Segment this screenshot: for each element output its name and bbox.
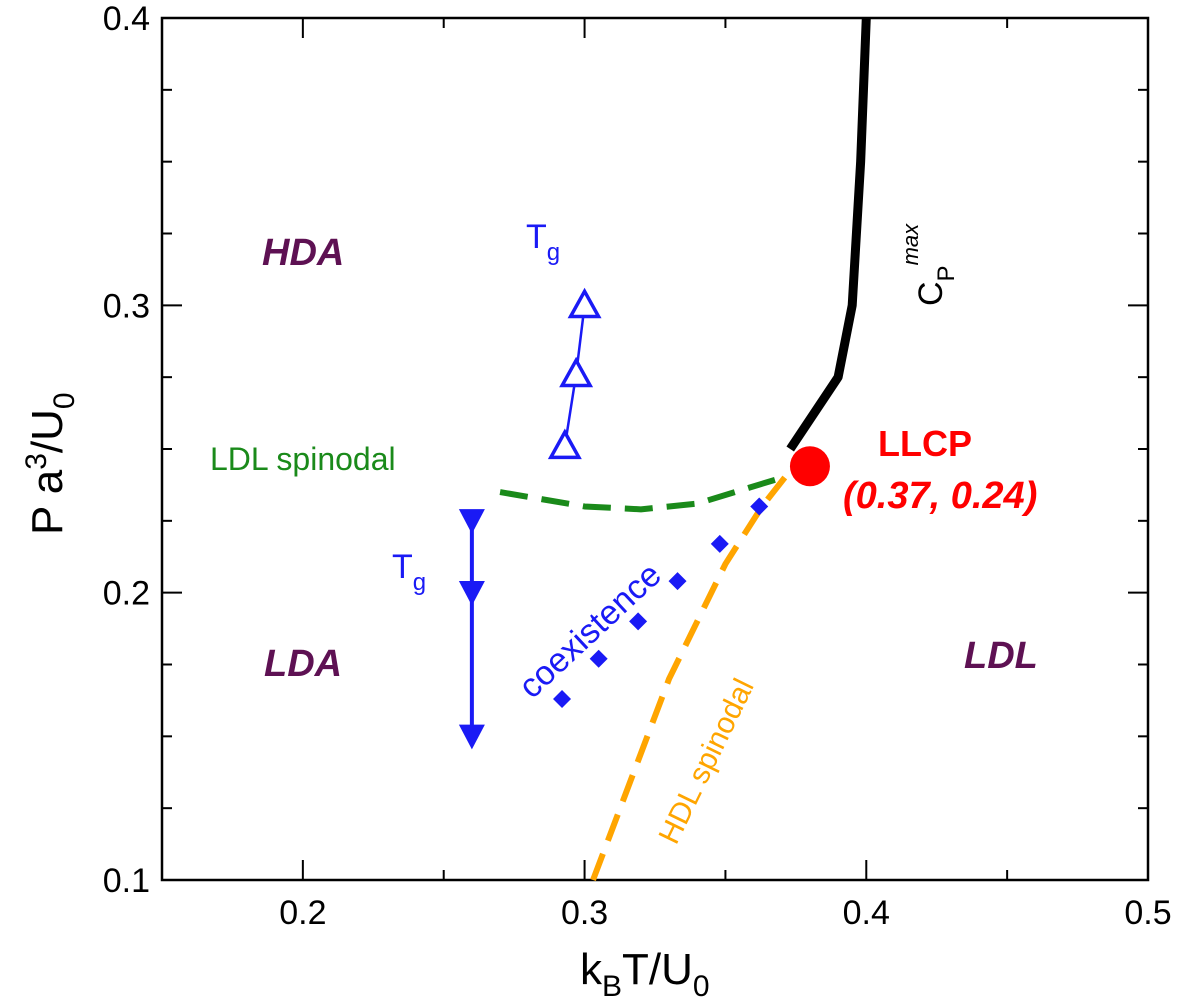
y-axis-title: P a3/U0 — [20, 392, 81, 535]
llcp-coords-label: (0.37, 0.24) — [843, 475, 1037, 517]
tg-filled-triangle-marker — [458, 580, 485, 606]
hdl-spinodal-label: HDL spinodal — [653, 674, 761, 849]
coexistence-marker — [553, 689, 572, 708]
tick-labels: 0.2 0.3 0.4 0.5 0.1 0.2 0.3 0.4 — [103, 0, 1172, 932]
tg-open-triangle-marker — [567, 287, 602, 319]
coexistence-marker — [668, 572, 687, 591]
y-tick-label: 0.2 — [103, 575, 150, 613]
coexistence-marker — [710, 534, 729, 553]
llcp-label: LLCP — [878, 423, 972, 464]
tg-filled-triangle-marker — [458, 509, 485, 534]
y-tick-label: 0.1 — [103, 862, 150, 900]
ldl-spinodal-line — [499, 474, 783, 513]
x-tick-label: 0.4 — [843, 894, 890, 932]
cp-max-label: CPmax — [898, 223, 960, 306]
svg-text:CPmax: CPmax — [898, 223, 960, 306]
cp-max-line — [786, 17, 871, 452]
coexistence-marker — [629, 612, 648, 631]
x-tick-label: 0.3 — [561, 894, 608, 932]
marker-layer — [458, 287, 769, 750]
series-layer — [469, 17, 871, 882]
region-label-hda: HDA — [262, 232, 344, 274]
tg-filled-triangle-marker — [458, 724, 485, 750]
tg-open-triangle-marker — [547, 428, 582, 460]
tg-lower-label: Tg — [392, 548, 426, 596]
coexistence-marker — [750, 497, 769, 516]
llcp-point — [789, 446, 830, 487]
tg-open-triangle-marker — [559, 356, 594, 388]
region-label-lda: LDA — [264, 643, 342, 685]
x-tick-label: 0.2 — [279, 894, 326, 932]
y-tick-label: 0.4 — [103, 0, 150, 38]
coexistence-marker — [589, 649, 608, 668]
x-axis-title: kBT/U0 — [580, 945, 710, 1000]
hdl-spinodal-line — [590, 461, 799, 882]
y-tick-label: 0.3 — [103, 287, 150, 325]
x-tick-label: 0.5 — [1124, 894, 1171, 932]
tg-upper-label: Tg — [526, 218, 560, 266]
coexistence-label: coexistence — [512, 556, 669, 706]
ldl-spinodal-label: LDL spinodal — [210, 441, 396, 477]
region-label-ldl: LDL — [964, 635, 1038, 677]
